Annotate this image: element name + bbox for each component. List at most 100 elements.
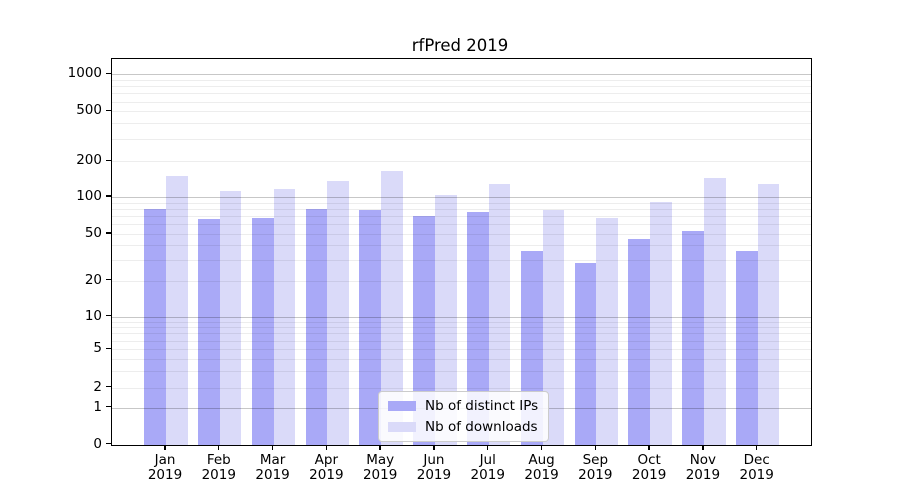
y-tick-label: 500 [76,102,102,119]
bar-dec-downloads [757,183,780,445]
legend-swatch-distinct-ips [388,400,416,412]
y-tick-label: 10 [84,307,102,324]
major-gridline [112,74,811,76]
y-tick-label: 2 [93,378,102,395]
x-tick-label-jun: Jun 2019 [404,451,464,484]
y-tick-label: 100 [76,188,102,204]
minor-gridline [112,123,811,125]
x-tick-label-mar: Mar 2019 [243,451,303,484]
bar-oct-downloads [650,202,672,445]
bar-jul-downloads [488,184,511,445]
bar-mar-ips [251,217,274,445]
x-tick-line: 2019 [147,467,183,483]
y-tick-label: 50 [84,224,102,241]
minor-gridline [112,79,811,81]
chart-title: rfPred 2019 [411,36,509,55]
y-tick-mark [106,195,111,197]
bar-apr-ips [305,208,328,445]
x-tick-label-dec: Dec 2019 [727,451,787,484]
x-tick-line: 2019 [739,467,774,483]
x-tick-line: 2019 [631,467,667,483]
y-tick-mark [106,315,111,317]
bar-apr-downloads [327,181,350,445]
plot-area: Nb of distinct IPs Nb of downloads [111,58,812,446]
bar-feb-downloads [219,191,242,445]
x-tick-mark [164,444,166,450]
legend-item-downloads: Nb of downloads [388,419,538,435]
x-tick-line: Nov [689,451,717,468]
bar-may-downloads [381,171,403,445]
x-tick-mark [487,444,489,450]
bar-sep-ips [574,263,597,445]
bar-sep-downloads [596,218,618,445]
legend-label-downloads: Nb of downloads [425,419,538,435]
minor-gridline [112,111,811,113]
x-tick-line: 2019 [470,467,505,483]
x-tick-label-apr: Apr 2019 [296,451,356,484]
x-tick-label-feb: Feb 2019 [189,451,249,484]
x-tick-mark [433,444,435,450]
minor-gridline [112,161,811,163]
x-tick-mark [755,444,758,450]
bar-jan-ips [144,208,166,445]
bar-mar-downloads [273,189,296,445]
x-tick-line: Mar [259,451,286,468]
x-tick-line: 2019 [685,467,721,483]
y-tick-mark [106,442,111,445]
bar-feb-ips [198,219,220,445]
y-tick-label: 5 [93,340,102,357]
x-tick-label-oct: Oct 2019 [619,452,679,484]
bar-jun-ips [413,216,435,445]
x-tick-label-jul: Jul 2019 [458,451,518,484]
bar-jun-downloads [434,194,457,445]
x-tick-line: 2019 [255,467,290,483]
x-tick-label-aug: Aug 2019 [512,451,572,484]
x-tick-mark [648,444,650,450]
minor-gridline [112,93,811,95]
x-tick-line: Sep [582,451,609,468]
x-tick-line: Dec [743,451,770,468]
x-tick-line: Aug [528,451,555,468]
x-tick-label-jan: Jan 2019 [135,451,195,484]
minor-gridline [112,101,811,103]
y-tick-label: 20 [84,271,102,288]
x-tick-mark [325,444,328,450]
y-tick-label: 0 [93,435,102,452]
x-tick-line: Apr [314,451,339,468]
x-tick-line: Jun [423,451,445,468]
minor-gridline [112,139,811,141]
bar-jan-downloads [166,176,188,445]
x-tick-mark [702,444,704,450]
legend: Nb of distinct IPs Nb of downloads [378,391,550,442]
legend-label-distinct-ips: Nb of distinct IPs [425,398,539,414]
y-tick-label: 200 [76,152,102,169]
x-tick-line: 2019 [416,467,452,483]
y-tick-label: 1 [93,398,102,415]
x-tick-line: May [366,451,395,468]
bar-oct-ips [628,239,651,445]
bar-may-ips [359,210,382,445]
x-tick-label-sep: Sep 2019 [565,451,625,484]
bar-jul-ips [467,211,489,445]
x-tick-mark [379,444,381,450]
bar-dec-ips [735,250,758,445]
y-tick-mark [106,232,111,234]
y-tick-mark [106,405,111,408]
x-tick-line: Jul [479,451,496,468]
x-tick-line: 2019 [309,467,344,483]
x-tick-line: 2019 [201,467,236,483]
legend-item-distinct-ips: Nb of distinct IPs [388,398,538,414]
y-tick-mark [106,347,111,349]
x-tick-line: Jan [154,451,176,468]
x-tick-line: 2019 [524,467,559,483]
x-tick-mark [218,444,220,450]
y-tick-mark [106,109,111,111]
y-tick-mark [106,386,111,388]
x-tick-label-nov: Nov 2019 [673,451,733,484]
bar-aug-downloads [542,210,565,445]
minor-gridline [112,86,811,88]
x-tick-line: Feb [206,451,231,468]
y-tick-label: 1000 [67,65,102,82]
x-tick-line: 2019 [362,467,398,483]
